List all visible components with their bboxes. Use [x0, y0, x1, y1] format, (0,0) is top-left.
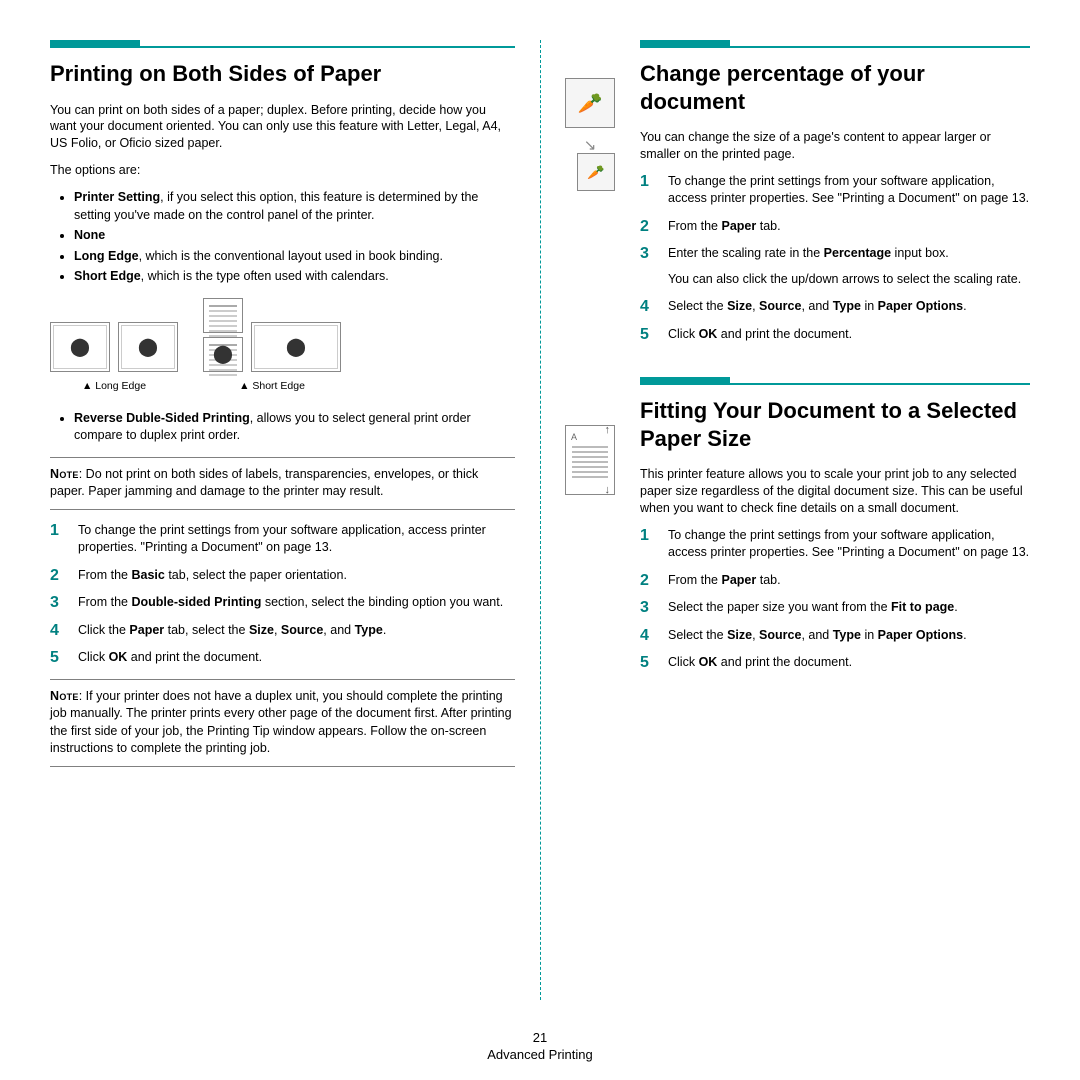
person-icon: ⬤ [138, 336, 158, 357]
edge-diagrams: ⬤ ⬤ Long Edge ⬤ ⬤ Short Edge [50, 298, 515, 392]
caption-long-edge: Long Edge [82, 380, 146, 392]
arrow-up-icon: ↑ [605, 424, 611, 436]
caption-short-edge: Short Edge [239, 380, 305, 392]
short-edge-group: ⬤ ⬤ Short Edge [203, 298, 341, 392]
note-manual-duplex: Note: If your printer does not have a du… [50, 679, 515, 767]
scale-icon-group: 🥕 ↘ 🥕 [565, 78, 615, 201]
long-edge-group: ⬤ ⬤ Long Edge [50, 322, 178, 392]
step-4: Click the Paper tab, select the Size, So… [50, 622, 515, 640]
arrow-down-icon: ↓ [605, 484, 611, 496]
person-icon: ⬤ [213, 344, 233, 365]
step-2: From the Paper tab. [640, 572, 1030, 590]
heading-duplex: Printing on Both Sides of Paper [50, 60, 515, 88]
intro-percentage: You can change the size of a page's cont… [640, 129, 1030, 163]
intro-fit: This printer feature allows you to scale… [640, 466, 1030, 517]
steps-percentage: To change the print settings from your s… [640, 173, 1030, 344]
step-3: Select the paper size you want from the … [640, 599, 1030, 617]
note-paper-types: Note: Do not print on both sides of labe… [50, 457, 515, 510]
page-number: 21 [0, 1030, 1080, 1045]
person-icon: ⬤ [286, 336, 306, 357]
section-printing-both-sides: Printing on Both Sides of Paper You can … [50, 46, 515, 767]
heading-percentage: Change percentage of your document [640, 60, 1030, 115]
long-edge-book-2: ⬤ [118, 322, 178, 372]
reverse-bullet: Reverse Duble-Sided Printing, allows you… [50, 410, 515, 445]
options-list: Printer Setting, if you select this opti… [50, 189, 515, 286]
long-edge-book-1: ⬤ [50, 322, 110, 372]
short-edge-page [203, 298, 243, 333]
step-4: Select the Size, Source, and Type in Pap… [640, 298, 1030, 316]
opt-none: None [74, 227, 515, 245]
options-lead: The options are: [50, 162, 515, 179]
fit-icon-group: ↑ ↓ [565, 425, 615, 495]
heading-fit: Fitting Your Document to a Selected Pape… [640, 397, 1030, 452]
person-icon: ⬤ [70, 336, 90, 357]
section-change-percentage: 🥕 ↘ 🥕 Change percentage of your document… [565, 40, 1030, 343]
step-4: Select the Size, Source, and Type in Pap… [640, 627, 1030, 645]
step-2: From the Paper tab. [640, 218, 1030, 236]
step-3: Enter the scaling rate in the Percentage… [640, 245, 1030, 288]
right-column: 🥕 ↘ 🥕 Change percentage of your document… [555, 40, 1030, 970]
section-name: Advanced Printing [0, 1047, 1080, 1062]
step-1: To change the print settings from your s… [640, 173, 1030, 208]
step-2: From the Basic tab, select the paper ori… [50, 567, 515, 585]
step-1: To change the print settings from your s… [640, 527, 1030, 562]
step-1: To change the print settings from your s… [50, 522, 515, 557]
short-edge-book: ⬤ [251, 322, 341, 372]
fit-page-icon: ↑ ↓ [565, 425, 615, 495]
step-5: Click OK and print the document. [50, 649, 515, 667]
carrot-small-icon: 🥕 [577, 153, 615, 191]
opt-reverse-duplex: Reverse Duble-Sided Printing, allows you… [74, 410, 515, 445]
step-5: Click OK and print the document. [640, 654, 1030, 672]
opt-long-edge: Long Edge, which is the conventional lay… [74, 248, 515, 266]
page-footer: 21 Advanced Printing [0, 1030, 1080, 1062]
opt-short-edge: Short Edge, which is the type often used… [74, 268, 515, 286]
column-divider [540, 40, 541, 1000]
opt-printer-setting: Printer Setting, if you select this opti… [74, 189, 515, 224]
step-3: From the Double-sided Printing section, … [50, 594, 515, 612]
short-edge-page: ⬤ [203, 337, 243, 372]
step-5: Click OK and print the document. [640, 326, 1030, 344]
steps-duplex: To change the print settings from your s… [50, 522, 515, 667]
left-column: Printing on Both Sides of Paper You can … [50, 40, 525, 970]
intro-duplex: You can print on both sides of a paper; … [50, 102, 515, 153]
steps-fit: To change the print settings from your s… [640, 527, 1030, 672]
spacer [565, 353, 1030, 377]
carrot-large-icon: 🥕 [565, 78, 615, 128]
section-fit-to-page: ↑ ↓ Fitting Your Document to a Selected … [565, 377, 1030, 672]
arrow-down-icon: ↘ [565, 138, 615, 153]
